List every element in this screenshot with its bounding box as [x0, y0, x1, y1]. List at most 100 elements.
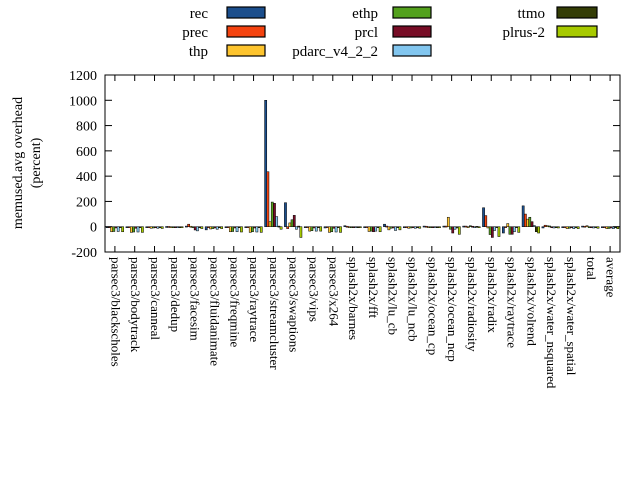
bar-prcl — [154, 226, 157, 228]
bar-prec — [583, 225, 587, 228]
legend-swatch-ethp — [392, 6, 432, 19]
bar-prec — [207, 226, 210, 228]
bar-prcl — [550, 226, 554, 228]
bar-ethp — [528, 216, 532, 227]
bar-thp — [328, 226, 331, 233]
bar-plrus-2 — [180, 226, 184, 228]
x-category-label: parsec3/raytrace — [247, 257, 262, 342]
bar-rec — [264, 100, 268, 227]
bar-plrus-2 — [240, 226, 243, 233]
bar-prcl — [292, 215, 296, 227]
bar-pdarc_v4_2_2 — [176, 226, 179, 228]
bar-ethp — [152, 226, 155, 229]
y-tick-label: 800 — [76, 120, 97, 135]
bar-thp — [466, 226, 470, 228]
bar-prcl — [352, 226, 356, 228]
bar-plrus-2 — [497, 226, 501, 237]
bar-ttmo — [356, 226, 360, 228]
bar-pdarc_v4_2_2 — [552, 226, 556, 229]
bar-plrus-2 — [378, 226, 382, 233]
legend-label-thp: thp — [189, 44, 208, 60]
bar-ttmo — [257, 226, 261, 228]
x-category-label: splash2x/fft — [366, 257, 381, 319]
bar-pdarc_v4_2_2 — [433, 226, 437, 228]
x-category-label: parsec3/streamcluster — [267, 257, 282, 370]
bar-ttmo — [218, 226, 221, 228]
x-category-label: splash2x/lu_ncb — [406, 257, 421, 342]
bar-prec — [345, 225, 349, 228]
bar-plrus-2 — [299, 226, 303, 238]
bar-rec — [125, 226, 129, 228]
bar-rec — [284, 202, 287, 227]
legend-label-pdarc_v4_2_2: pdarc_v4_2_2 — [292, 44, 378, 60]
bar-prcl — [411, 226, 415, 228]
bar-prec — [563, 226, 567, 228]
bar-plrus-2 — [160, 226, 164, 229]
bar-pdarc_v4_2_2 — [513, 226, 516, 233]
bar-thp — [209, 226, 212, 230]
bar-prcl — [233, 226, 237, 229]
bar-ttmo — [138, 226, 142, 228]
x-category-label: parsec3/fluidanimate — [207, 257, 222, 366]
legend-swatch-thp — [226, 44, 266, 57]
bar-prcl — [174, 226, 177, 228]
bar-plrus-2 — [418, 226, 422, 229]
bar-ttmo — [495, 226, 499, 228]
bar-rec — [343, 225, 347, 227]
bar-prec — [424, 225, 428, 228]
bar-rec — [323, 226, 327, 229]
x-category-label: splash2x/volrend — [524, 257, 539, 346]
bars — [105, 100, 620, 238]
x-category-label: parsec3/facesim — [188, 257, 203, 341]
bar-thp — [268, 221, 272, 227]
bar-ethp — [389, 226, 393, 229]
bar-prec — [603, 226, 606, 228]
x-category-label: total — [584, 257, 599, 280]
bar-pdarc_v4_2_2 — [334, 226, 338, 233]
bar-rec — [145, 226, 149, 228]
bar-ethp — [132, 226, 135, 233]
bar-prcl — [609, 226, 613, 229]
bar-rec — [303, 226, 307, 228]
bar-ethp — [231, 226, 235, 232]
bar-pdarc_v4_2_2 — [215, 226, 219, 230]
bar-ethp — [310, 226, 314, 232]
bar-pdarc_v4_2_2 — [235, 226, 239, 233]
bar-rec — [541, 226, 545, 229]
bar-ethp — [211, 226, 215, 229]
bar-ethp — [112, 226, 116, 232]
x-category-label: splash2x/barnes — [346, 257, 361, 340]
bar-plrus-2 — [279, 226, 283, 230]
bar-plrus-2 — [596, 226, 600, 229]
bar-prcl — [134, 226, 138, 229]
x-category-label: parsec3/canneal — [148, 257, 163, 340]
bar-ethp — [607, 226, 611, 229]
bar-ethp — [508, 226, 512, 235]
bar-ttmo — [435, 226, 439, 228]
bar-rec — [502, 226, 505, 234]
bar-thp — [407, 226, 411, 229]
bar-ttmo — [455, 226, 459, 229]
bar-pdarc_v4_2_2 — [453, 226, 457, 230]
bar-ttmo — [574, 226, 578, 228]
bar-thp — [387, 226, 391, 231]
bar-rec — [224, 226, 228, 228]
bar-ethp — [171, 226, 175, 228]
bar-prec — [365, 226, 369, 228]
bar-ttmo — [336, 226, 340, 228]
bar-prec — [127, 226, 131, 228]
legend-label-prec: prec — [182, 25, 208, 41]
bar-prec — [444, 225, 448, 228]
bar-prec — [147, 226, 151, 228]
bar-ethp — [429, 226, 433, 228]
bar-ethp — [191, 226, 195, 228]
y-tick-label: 0 — [90, 221, 97, 236]
legend-label-plrus-2: plrus-2 — [503, 25, 546, 41]
bar-pdarc_v4_2_2 — [493, 226, 496, 231]
bar-ethp — [468, 225, 472, 227]
bar-ttmo — [119, 226, 122, 228]
bar-rec — [244, 226, 248, 228]
bar-rec — [601, 226, 604, 228]
